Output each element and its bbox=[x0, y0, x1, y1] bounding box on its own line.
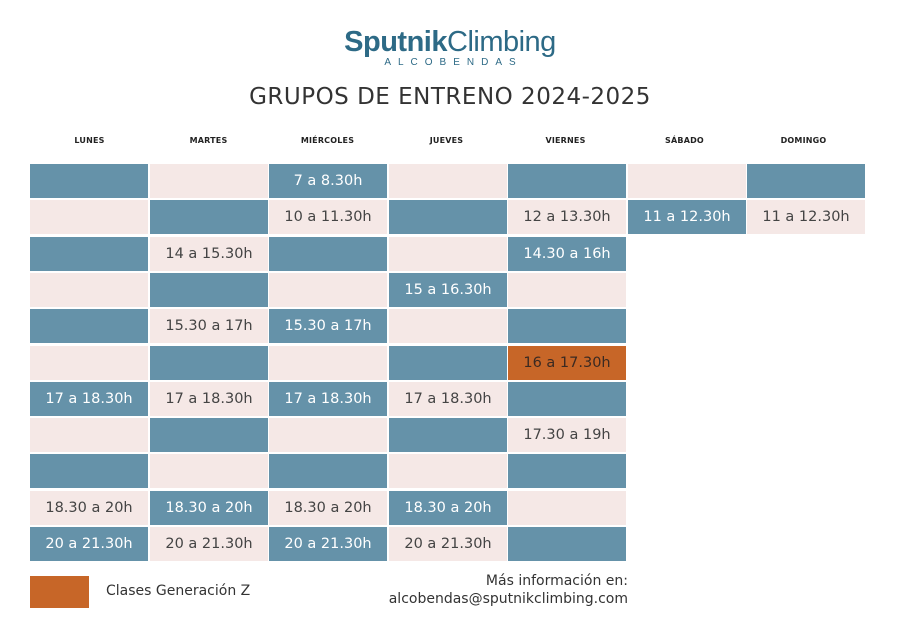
day-header-sabado: SÁBADO bbox=[665, 136, 704, 145]
schedule-slot: 16 a 17.30h bbox=[508, 346, 626, 380]
logo: SputnikClimbing ALCOBENDAS bbox=[0, 26, 900, 68]
schedule-cell-empty bbox=[269, 346, 387, 380]
schedule-cell-empty bbox=[150, 454, 268, 488]
schedule-cell-empty bbox=[30, 418, 148, 452]
day-header-domingo: DOMINGO bbox=[780, 136, 827, 145]
schedule-cell-empty bbox=[389, 309, 507, 343]
page-title: GRUPOS DE ENTRENO 2024-2025 bbox=[249, 84, 651, 110]
schedule-cell-empty bbox=[30, 346, 148, 380]
schedule-cell-empty bbox=[508, 273, 626, 307]
schedule-slot: 17.30 a 19h bbox=[508, 418, 626, 452]
schedule-cell-empty bbox=[508, 164, 626, 198]
schedule-cell-empty bbox=[30, 164, 148, 198]
day-header-viernes: VIERNES bbox=[545, 136, 586, 145]
schedule-slot: 15.30 a 17h bbox=[269, 309, 387, 343]
logo-bold-text: Sputnik bbox=[344, 26, 447, 58]
schedule-slot: 10 a 11.30h bbox=[269, 200, 387, 234]
schedule-cell-empty bbox=[30, 200, 148, 234]
schedule-slot: 12 a 13.30h bbox=[508, 200, 626, 234]
day-header-jueves: JUEVES bbox=[429, 136, 464, 145]
schedule-cell-empty bbox=[747, 164, 865, 198]
day-header-martes: MARTES bbox=[189, 136, 228, 145]
contact-info: Más información en: alcobendas@sputnikcl… bbox=[389, 572, 628, 608]
schedule-slot: 17 a 18.30h bbox=[269, 382, 387, 416]
schedule-cell-empty bbox=[508, 309, 626, 343]
schedule-slot: 7 a 8.30h bbox=[269, 164, 387, 198]
schedule-slot: 17 a 18.30h bbox=[150, 382, 268, 416]
schedule-slot: 17 a 18.30h bbox=[30, 382, 148, 416]
logo-wordmark: SputnikClimbing bbox=[0, 26, 900, 58]
logo-light-text: Climbing bbox=[447, 26, 556, 58]
schedule-cell-empty bbox=[269, 237, 387, 271]
schedule-cell-empty bbox=[389, 200, 507, 234]
schedule-cell-empty bbox=[508, 527, 626, 561]
schedule-slot: 15.30 a 17h bbox=[150, 309, 268, 343]
day-header-miercoles: MIÉRCOLES bbox=[300, 136, 355, 145]
schedule-slot: 15 a 16.30h bbox=[389, 273, 507, 307]
schedule-slot: 18.30 a 20h bbox=[269, 491, 387, 525]
schedule-cell-empty bbox=[508, 382, 626, 416]
schedule-cell-empty bbox=[30, 309, 148, 343]
schedule-cell-empty bbox=[30, 273, 148, 307]
schedule-cell-empty bbox=[508, 454, 626, 488]
schedule-cell-empty bbox=[150, 164, 268, 198]
schedule-cell-empty bbox=[269, 418, 387, 452]
schedule-cell-empty bbox=[389, 164, 507, 198]
schedule-slot: 18.30 a 20h bbox=[150, 491, 268, 525]
schedule-slot: 11 a 12.30h bbox=[628, 200, 746, 234]
schedule-cell-empty bbox=[269, 273, 387, 307]
schedule-slot: 11 a 12.30h bbox=[747, 200, 865, 234]
schedule-slot: 18.30 a 20h bbox=[389, 491, 507, 525]
schedule-slot: 18.30 a 20h bbox=[30, 491, 148, 525]
legend-swatch bbox=[30, 576, 89, 608]
schedule-slot: 17 a 18.30h bbox=[389, 382, 507, 416]
schedule-cell-empty bbox=[150, 418, 268, 452]
schedule-slot: 20 a 21.30h bbox=[269, 527, 387, 561]
schedule-cell-empty bbox=[150, 346, 268, 380]
schedule-cell-empty bbox=[628, 164, 746, 198]
schedule-slot: 20 a 21.30h bbox=[389, 527, 507, 561]
day-header-lunes: LUNES bbox=[74, 136, 105, 145]
schedule-cell-empty bbox=[150, 200, 268, 234]
schedule-cell-empty bbox=[389, 346, 507, 380]
logo-subtitle: ALCOBENDAS bbox=[384, 57, 523, 68]
schedule-slot: 14 a 15.30h bbox=[150, 237, 268, 271]
info-email: alcobendas@sputnikclimbing.com bbox=[388, 591, 628, 607]
legend-label: Clases Generación Z bbox=[106, 583, 251, 599]
info-heading: Más información en: bbox=[485, 573, 628, 589]
schedule-cell-empty bbox=[30, 237, 148, 271]
schedule-slot: 20 a 21.30h bbox=[30, 527, 148, 561]
schedule-cell-empty bbox=[30, 454, 148, 488]
schedule-cell-empty bbox=[150, 273, 268, 307]
schedule-cell-empty bbox=[269, 454, 387, 488]
schedule-cell-empty bbox=[389, 454, 507, 488]
schedule-slot: 20 a 21.30h bbox=[150, 527, 268, 561]
schedule-cell-empty bbox=[508, 491, 626, 525]
schedule-cell-empty bbox=[389, 237, 507, 271]
schedule-cell-empty bbox=[389, 418, 507, 452]
schedule-slot: 14.30 a 16h bbox=[508, 237, 626, 271]
